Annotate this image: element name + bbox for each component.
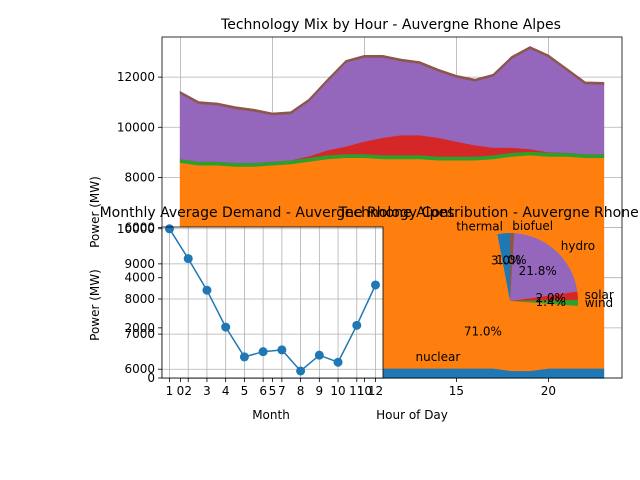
- line-x-tick-label: 12: [368, 384, 383, 398]
- pie-category-label: wind: [585, 296, 613, 310]
- demand-point: [333, 357, 343, 367]
- area-plot-frame: [161, 36, 623, 379]
- pie-percent-label: 71.0%: [464, 325, 502, 339]
- line-y-tick-label: 7000: [124, 327, 155, 341]
- pie-chart-title: Technology Contribution - Auvergne Rhone…: [338, 205, 640, 221]
- pie-category-label: nuclear: [415, 350, 460, 364]
- pie-category-label: solar: [585, 288, 614, 302]
- area-y-tick-label: 10000: [117, 120, 155, 134]
- demand-point: [202, 285, 212, 295]
- area-chart-title: Technology Mix by Hour - Auvergne Rhone …: [220, 17, 561, 33]
- demand-point: [239, 352, 249, 362]
- line-y-axis-label: Power (MW): [88, 269, 102, 341]
- demand-point: [296, 366, 306, 376]
- pie-slice-thermal: [497, 233, 510, 301]
- line-x-axis-label: Month: [252, 408, 290, 422]
- pie-category-label: hydro: [561, 239, 595, 253]
- technology-contribution-pie-chart: thermal 3.0% nuclear 71.0% wind 1.4% solar 2.0%…: [338, 205, 640, 370]
- area-x-tick-label: 5: [269, 384, 277, 398]
- pie-percent-label: 3.0%: [491, 253, 522, 267]
- line-x-tick-label: 3: [203, 384, 211, 398]
- line-plot-background: [162, 227, 383, 378]
- pie-slice-nuclear: [441, 234, 578, 370]
- line-y-tick-label: 6000: [124, 362, 155, 376]
- pie-slice-hydro: [510, 233, 578, 301]
- demand-point: [221, 322, 231, 332]
- line-x-tick-label: 2: [184, 384, 192, 398]
- demand-points: [164, 224, 381, 376]
- line-x-tick-label: 11: [349, 384, 364, 398]
- area-series-biofuel: [179, 46, 605, 116]
- pie-slice-wind: [510, 299, 578, 306]
- line-y-tick-label: 10000: [117, 222, 155, 236]
- area-y-axis-label: Power (MW): [88, 176, 102, 248]
- pie-category-label: biofuel: [512, 219, 553, 233]
- demand-point: [277, 345, 287, 355]
- area-y-tick-label: 4000: [124, 271, 155, 285]
- pie-percent-label: 2.0%: [535, 291, 566, 305]
- area-x-ticks: 0 5 10 15 20: [177, 378, 556, 398]
- area-x-axis-label: Hour of Day: [376, 408, 448, 422]
- line-x-tick-label: 8: [297, 384, 305, 398]
- line-x-tick-label: 1: [166, 384, 174, 398]
- line-x-tick-label: 6: [259, 384, 267, 398]
- area-y-tick-label: 6000: [124, 221, 155, 235]
- area-x-tick-label: 15: [449, 384, 464, 398]
- pie-labels: thermal 3.0% nuclear 71.0% wind 1.4% solar 2.0%…: [415, 219, 613, 364]
- area-y-tick-label: 12000: [117, 70, 155, 84]
- line-plot-frame: [161, 226, 384, 379]
- pie-percent-label: 1.4%: [536, 295, 567, 309]
- pie-percent-label: 21.8%: [519, 264, 557, 278]
- demand-point: [314, 350, 324, 360]
- area-y-ticks: 0 2000 4000 6000 8000 10000 12000: [117, 70, 162, 385]
- pie-slice-solar: [510, 291, 578, 301]
- demand-point: [183, 254, 193, 264]
- area-y-tick-label: 8000: [124, 170, 155, 184]
- line-x-tick-label: 7: [278, 384, 286, 398]
- demand-line: [168, 228, 377, 373]
- pie-slices: [441, 232, 578, 370]
- area-x-tick-label: 20: [541, 384, 556, 398]
- pie-category-label: thermal: [456, 220, 503, 234]
- pie-percent-label: 1.0%: [496, 253, 527, 267]
- line-chart-title: Monthly Average Demand - Auvergne Rhone …: [100, 205, 455, 221]
- line-x-tick-label: 4: [222, 384, 230, 398]
- pie-slice-biofuel: [510, 232, 515, 301]
- demand-point: [164, 224, 174, 234]
- demand-point: [371, 280, 381, 290]
- area-x-tick-label: 0: [177, 384, 185, 398]
- area-y-tick-label: 0: [147, 371, 155, 385]
- line-x-ticks: 1 2 3 4 5 6 7 8 9 10 11 12: [166, 378, 383, 398]
- line-x-tick-label: 5: [241, 384, 249, 398]
- area-y-tick-label: 2000: [124, 321, 155, 335]
- demand-point: [258, 347, 268, 357]
- line-x-tick-label: 10: [330, 384, 345, 398]
- line-y-tick-label: 9000: [124, 257, 155, 271]
- line-y-ticks: 6000 7000 8000 9000 10000: [117, 222, 162, 376]
- demand-point: [352, 320, 362, 330]
- area-x-tick-label: 10: [357, 384, 372, 398]
- line-x-tick-label: 9: [316, 384, 324, 398]
- line-y-tick-label: 8000: [124, 292, 155, 306]
